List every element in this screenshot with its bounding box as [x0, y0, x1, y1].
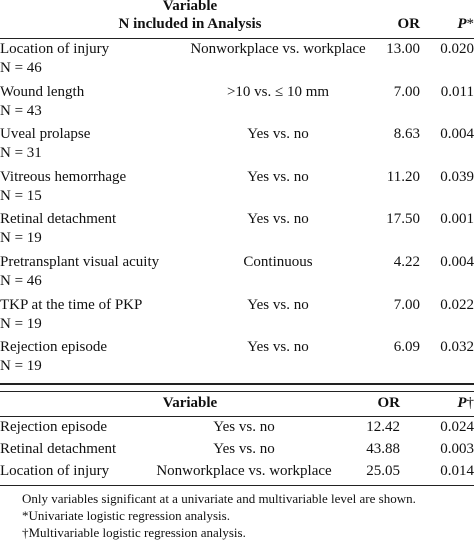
table1-row-p: 0.004 — [440, 254, 474, 270]
table1-header-rule — [0, 38, 474, 39]
table2-row-p: 0.014 — [440, 463, 474, 479]
table1-row-n: N = 46 — [0, 273, 42, 289]
table2-row-or: 43.88 — [366, 441, 400, 457]
table1-row-p: 0.011 — [440, 83, 474, 100]
table1-row-n: N = 31 — [0, 145, 42, 162]
table2-row-comparison: Yes vs. no — [213, 441, 275, 457]
table1-row-p: 0.001 — [440, 211, 474, 228]
table1-row-comparison: Yes vs. no — [247, 126, 309, 143]
table1-header-n-included: N included in Analysis — [118, 16, 262, 32]
table2-header-p: P† — [457, 395, 474, 411]
table1-row-or: 8.63 — [393, 126, 420, 143]
table2-header-rule — [0, 416, 474, 417]
table1-row-comparison: Yes vs. no — [247, 296, 309, 313]
table1-header-variable: Variable — [162, 0, 218, 14]
table1-row-comparison: Yes vs. no — [247, 339, 309, 356]
table1-row-variable: Location of injury — [0, 41, 110, 57]
table2-header-variable: Variable — [162, 395, 218, 411]
table1-row-n: N = 19 — [0, 358, 42, 375]
footnote-univariate: *Univariate logistic regression analysis… — [22, 508, 230, 523]
table2-row-or: 25.05 — [366, 463, 400, 479]
table2-row-p: 0.024 — [440, 419, 474, 435]
table1-row-p: 0.022 — [440, 296, 474, 313]
table1-row-n: N = 19 — [0, 315, 42, 332]
table1-row-n: N = 43 — [0, 102, 42, 119]
table-divider-rule — [0, 383, 474, 385]
table2-row-variable: Rejection episode — [0, 419, 108, 435]
table1-row-or: 17.50 — [386, 211, 420, 228]
table1-row-comparison: Yes vs. no — [247, 168, 309, 185]
footnote-significance: Only variables significant at a univaria… — [22, 491, 416, 506]
table1-row-comparison: Yes vs. no — [247, 211, 309, 228]
table1-row-or: 11.20 — [386, 168, 420, 185]
table1-row-p: 0.020 — [440, 41, 474, 57]
table1-row-variable: Wound length — [0, 83, 85, 100]
table2-row-p: 0.003 — [440, 441, 474, 457]
table1-row-or: 7.00 — [393, 83, 420, 100]
table1-row-comparison: Continuous — [243, 254, 313, 270]
table2-bottom-rule — [0, 485, 474, 486]
table1-row-variable: Retinal detachment — [0, 211, 117, 228]
table1-row-p: 0.032 — [440, 339, 474, 356]
table2-row-or: 12.42 — [366, 419, 400, 435]
table1-row-n: N = 46 — [0, 60, 42, 76]
table1-row-variable: Vitreous hemorrhage — [0, 168, 127, 185]
table1-row-variable: Rejection episode — [0, 339, 108, 356]
table1-header-p: P* — [457, 16, 474, 32]
table2-header-or: OR — [377, 395, 401, 411]
table1-row-variable: TKP at the time of PKP — [0, 296, 143, 313]
table1-header-or: OR — [397, 16, 421, 32]
table2-row-variable: Location of injury — [0, 463, 110, 479]
table1-row-n: N = 15 — [0, 187, 42, 204]
table2-top-rule — [0, 391, 474, 392]
table1-row-p: 0.004 — [440, 126, 474, 143]
table2-row-comparison: Nonworkplace vs. workplace — [156, 463, 332, 479]
table2-row-variable: Retinal detachment — [0, 441, 117, 457]
table1-row-or: 7.00 — [393, 296, 420, 313]
table1-row-variable: Uveal prolapse — [0, 126, 91, 143]
table1-row-variable: Pretransplant visual acuity — [0, 254, 160, 270]
table1-row-or: 4.22 — [393, 254, 420, 270]
table1-row-n: N = 19 — [0, 230, 42, 247]
footnote-multivariable: †Multivariable logistic regression analy… — [22, 525, 246, 540]
table1-row-comparison: Nonworkplace vs. workplace — [190, 41, 366, 57]
table2-row-comparison: Yes vs. no — [213, 419, 275, 435]
table1-row-or: 13.00 — [386, 41, 420, 57]
table1-row-comparison: >10 vs. ≤ 10 mm — [226, 83, 330, 100]
table1-row-p: 0.039 — [440, 168, 474, 185]
table1-row-or: 6.09 — [393, 339, 420, 356]
